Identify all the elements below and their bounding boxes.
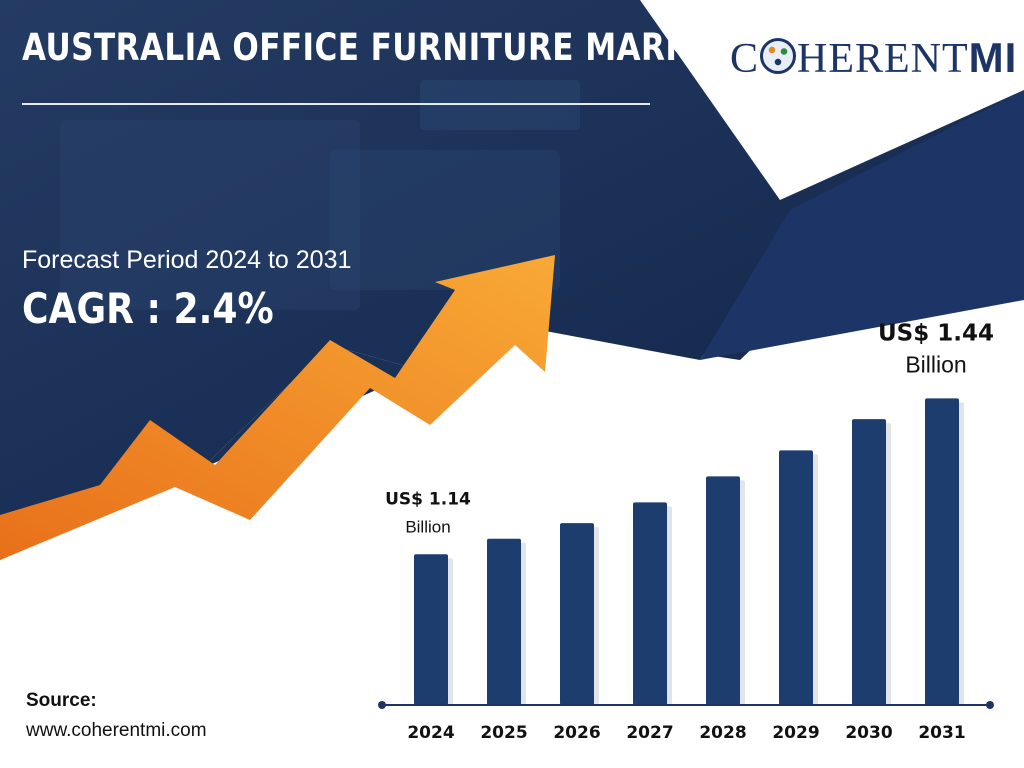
logo-mi: MI: [968, 34, 1018, 81]
brand-logo: C HERENTMI: [730, 34, 1017, 83]
bar-2031: [925, 398, 959, 705]
x-tick-label-2026: 2026: [553, 723, 600, 743]
bar-2029: [779, 450, 813, 705]
x-axis-end-dot: [986, 701, 994, 709]
x-tick-label-2024: 2024: [407, 723, 454, 743]
x-tick-label-2025: 2025: [480, 723, 527, 743]
logo-letter-c: C: [730, 36, 760, 82]
data-label-value-2031: US$ 1.44: [878, 320, 994, 346]
x-tick-label-2029: 2029: [772, 723, 819, 743]
logo-text: HERENT: [797, 36, 969, 82]
white-diagonal: [640, 0, 1024, 200]
page-title: AUSTRALIA OFFICE FURNITURE MARKET: [22, 26, 734, 69]
x-tick-label-2031: 2031: [918, 723, 965, 743]
x-tick-label-2028: 2028: [699, 723, 746, 743]
bar-2028: [706, 476, 740, 705]
growth-arrow: [0, 255, 555, 560]
data-label-unit-2031: Billion: [905, 351, 966, 377]
title-underline: [22, 103, 650, 105]
data-label-value-2024: US$ 1.14: [385, 489, 471, 509]
bar-2030: [852, 419, 886, 705]
globe-icon: [760, 38, 797, 74]
source-link[interactable]: www.coherentmi.com: [26, 720, 207, 741]
forecast-period: Forecast Period 2024 to 2031: [22, 246, 352, 274]
bar-2026: [560, 523, 594, 705]
cagr-value: CAGR : 2.4%: [22, 284, 274, 333]
bar-2027: [633, 502, 667, 705]
bar-2025: [487, 538, 521, 705]
data-label-unit-2024: Billion: [405, 517, 450, 536]
x-tick-label-2030: 2030: [845, 723, 892, 743]
x-tick-label-2027: 2027: [626, 723, 673, 743]
x-axis-start-dot: [378, 701, 386, 709]
source-label: Source:: [26, 690, 97, 711]
bar-2024: [414, 554, 448, 705]
